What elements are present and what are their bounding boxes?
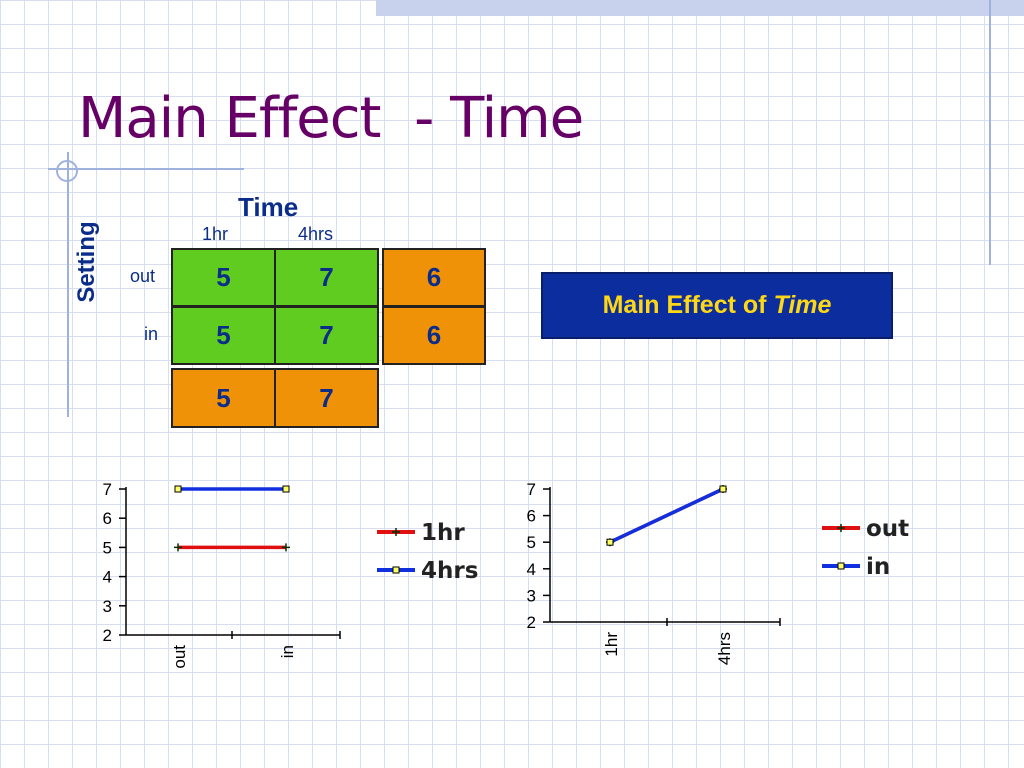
chart1-y-tick-label: 2 [103,626,112,645]
col-mean-1hr: 5 [171,368,276,428]
chart1-y-tick-label: 4 [103,568,112,587]
chart2-y-tick-label: 4 [527,560,536,579]
chart2-y-tick-label: 6 [527,507,536,526]
main-effect-badge: Main Effect of Time [541,272,893,339]
chart1-point-4hrs [282,485,290,493]
chart2-legend-label-in: in [866,554,890,580]
chart1-point-1hr [174,543,182,552]
chart1-y-tick-label: 3 [103,597,112,616]
chart2-legend-marker-in [837,562,845,570]
chart1-legend-label-1hr: 1hr [421,520,465,546]
chart1-y-tick-label: 6 [103,509,112,528]
chart1-legend-marker-1hr [392,528,400,536]
table-column-header: Time [238,192,299,222]
chart1-y-tick-label: 7 [103,480,112,499]
col-mean-4hrs: 7 [274,368,379,428]
top-decor-band [376,0,1024,16]
cell-in-1hr: 5 [171,306,276,365]
chart2-y-tick-label: 5 [527,533,536,552]
chart1-legend-marker-4hrs [392,566,400,574]
column-label-1hr: 1hr [202,224,229,244]
slide-title: Main Effect - Time [78,86,584,151]
right-decor-line [989,0,991,265]
chart2-x-category-label: 4hrs [715,632,734,665]
column-label-4hrs: 4hrs [298,224,334,244]
chart1-point-4hrs [174,485,182,493]
row-mean-in: 6 [382,306,486,365]
chart1-legend-label-4hrs: 4hrs [421,558,478,584]
chart2-legend-label-out: out [866,516,909,542]
chart2-y-tick-label: 2 [527,613,536,632]
decor-circle [56,160,78,182]
cell-out-1hr: 5 [171,248,276,307]
badge-prefix: Main Effect of [602,291,767,319]
chart2-legend-marker-out [837,524,845,532]
chart2-series-line-in [609,487,724,544]
title-underline [48,168,244,170]
chart2-point-in [719,485,727,493]
chart1-x-category-label: out [170,645,189,669]
chart1-point-1hr [282,543,290,552]
chart2-x-category-label: 1hr [602,632,621,657]
chart2-y-tick-label: 3 [527,586,536,605]
row-label-out: out [130,266,156,286]
cell-in-4hrs: 7 [274,306,379,365]
badge-emphasis: Time [773,291,832,319]
row-label-in: in [144,324,159,344]
left-decor-line [67,152,69,417]
chart1-x-category-label: in [278,645,297,658]
chart2-y-tick-label: 7 [527,480,536,499]
chart2-point-in [606,538,614,546]
chart1-y-tick-label: 5 [103,538,112,557]
cell-out-4hrs: 7 [274,248,379,307]
